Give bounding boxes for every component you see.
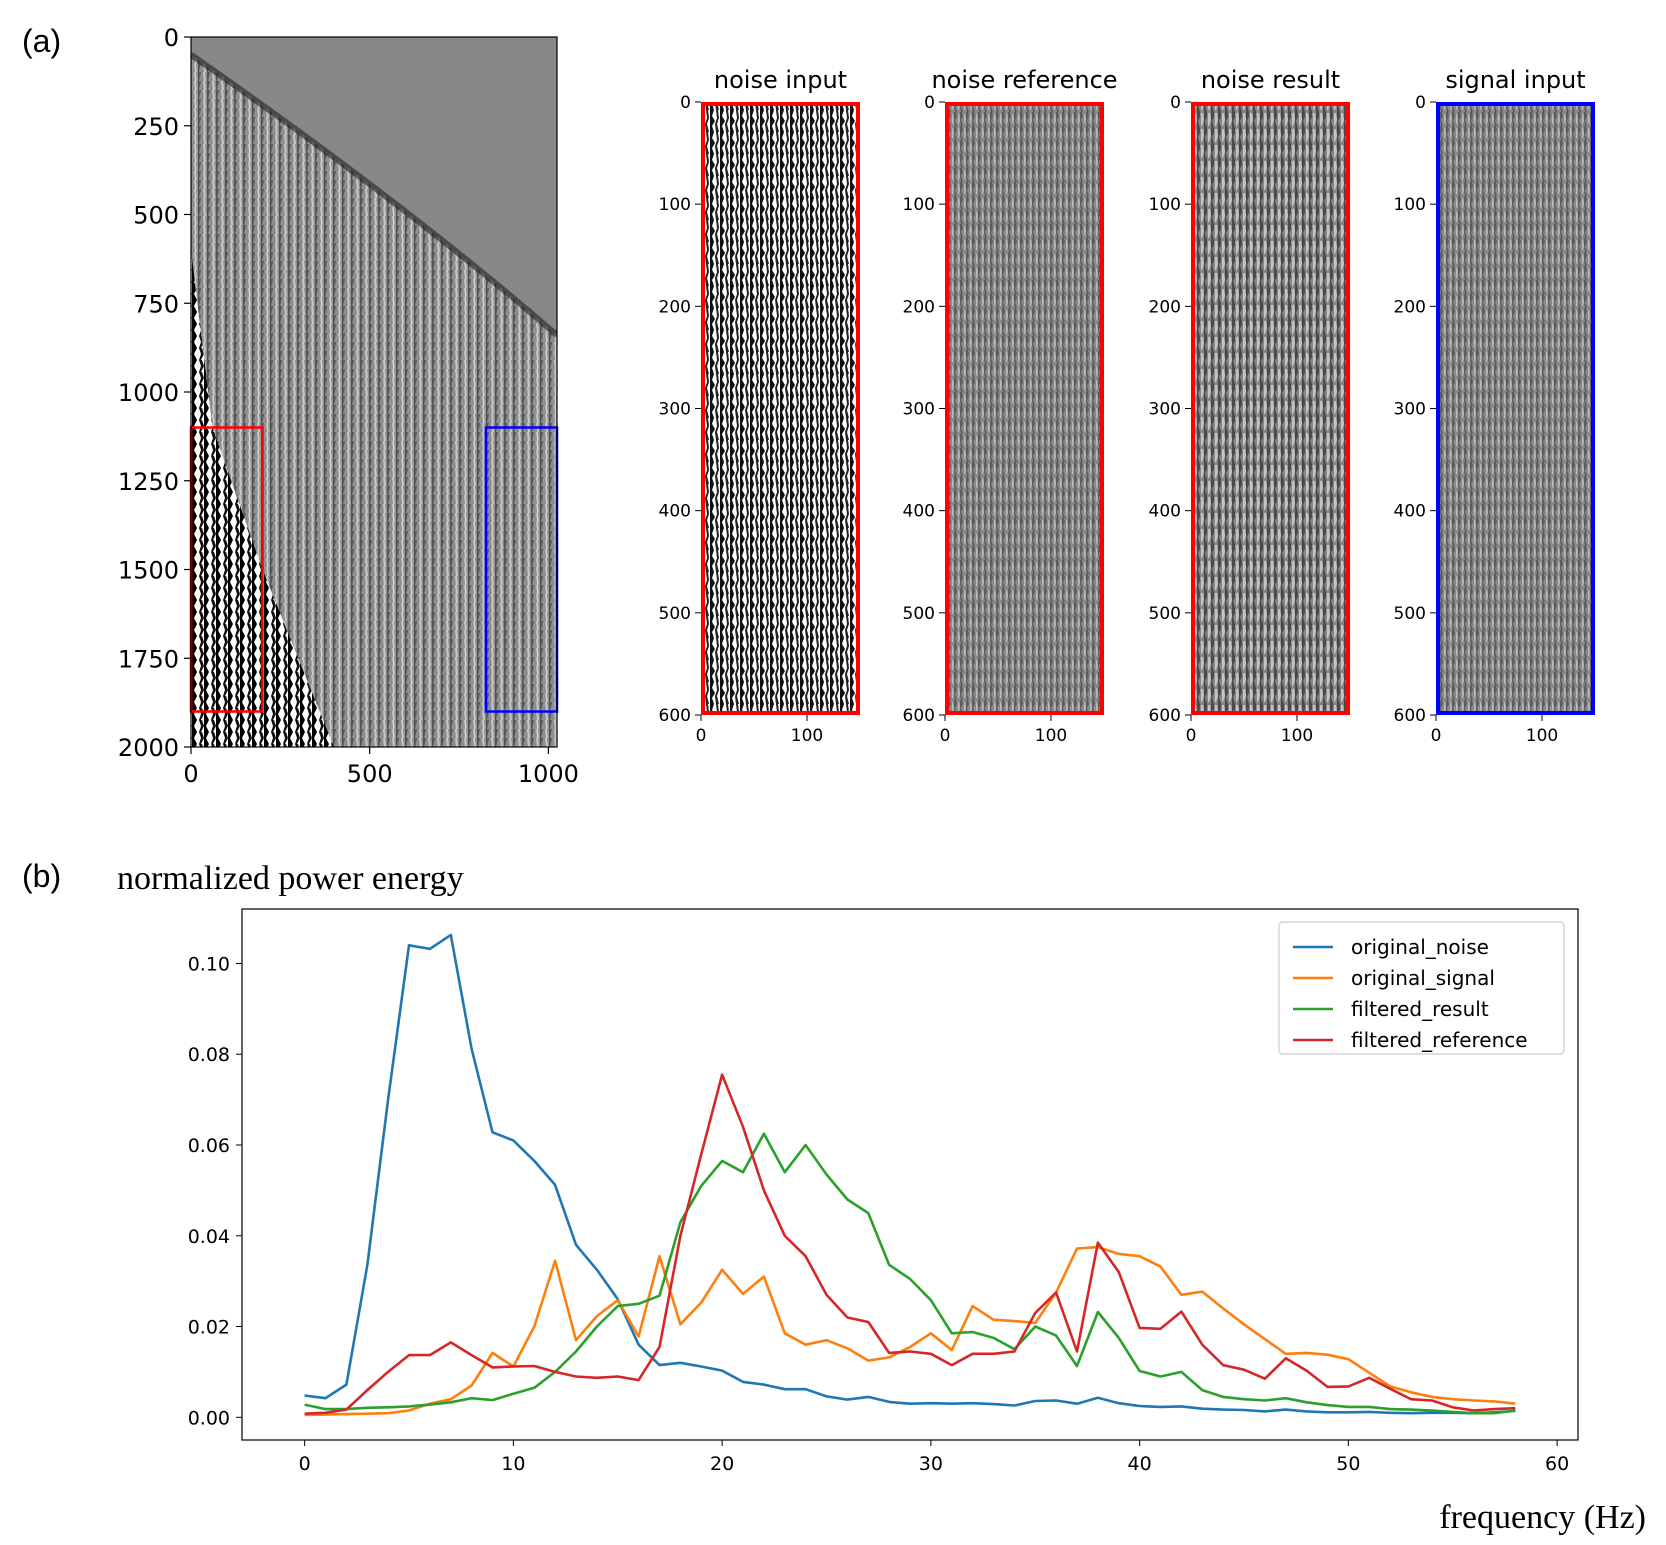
panel-y-tick-label: 600: [659, 706, 691, 726]
panel-x-tick-label: 0: [940, 726, 951, 746]
legend-label-original_noise: original_noise: [1351, 935, 1489, 959]
panel-label-b: (b): [22, 858, 61, 894]
series-line-filtered_result: [304, 1132, 1516, 1415]
panel-y-tick-label: 600: [1394, 706, 1426, 726]
panel-y-tick-label: 500: [659, 604, 691, 624]
series-line-original_noise: [304, 933, 1516, 1415]
panel-image: [1436, 102, 1595, 715]
panel-frame: [1191, 102, 1350, 715]
series-line-original_signal: [304, 1245, 1516, 1417]
gather-y-tick-label: 1250: [118, 468, 179, 496]
x-tick-label: 10: [501, 1453, 525, 1475]
legend-label-original_signal: original_signal: [1351, 966, 1495, 990]
panel-y-tick-label: 200: [903, 297, 935, 317]
panel-title: noise input: [714, 66, 847, 94]
gather-y-tick-label: 1500: [118, 557, 179, 585]
x-tick-label: 20: [710, 1453, 734, 1475]
gather-image-overlay: [191, 37, 557, 747]
y-tick-label: 0.08: [188, 1044, 230, 1066]
panel-y-tick-label: 0: [1170, 93, 1181, 113]
legend-label-filtered_result: filtered_result: [1351, 997, 1489, 1021]
panel-y-tick-label: 300: [903, 400, 935, 420]
y-tick-label: 0.10: [188, 953, 230, 975]
x-axis-label: frequency (Hz): [1439, 1499, 1646, 1536]
panel-y-tick-label: 200: [1394, 297, 1426, 317]
gather-y-tick-label: 2000: [118, 734, 179, 762]
power-spectrum-chart: 0.00 0.02 0.04 0.06 0.08 0.10 0 10 20 30 40 50 60 nor…: [117, 860, 1646, 1536]
panel-y-tick-label: 600: [1149, 706, 1181, 726]
panel-y-tick-label: 400: [1394, 502, 1426, 522]
gather-y-tick-label: 500: [133, 202, 179, 230]
gather-x-tick-label: 0: [183, 760, 198, 788]
panel-y-tick-label: 300: [659, 400, 691, 420]
panel-y-tick-label: 200: [659, 297, 691, 317]
panel-frame: [701, 102, 860, 715]
panel-y-tick-label: 600: [903, 706, 935, 726]
series-line-filtered_reference: [304, 1073, 1516, 1415]
panel-y-tick-label: 100: [1149, 195, 1181, 215]
panel-y-tick-label: 300: [1149, 400, 1181, 420]
gather-ground-roll: [191, 250, 334, 747]
panel-title: noise reference: [931, 66, 1117, 94]
y-tick-label: 0.00: [188, 1407, 230, 1429]
gather-first-break: [191, 52, 557, 338]
panel-x-tick-label: 100: [1281, 726, 1313, 746]
panel-label-a: (a): [22, 23, 61, 59]
panel-x-tick-label: 0: [696, 726, 707, 746]
panel-image: [701, 102, 860, 715]
panel-y-tick-label: 400: [1149, 502, 1181, 522]
panel-y-tick-label: 300: [1394, 400, 1426, 420]
y-tick-label: 0.04: [188, 1226, 230, 1248]
panel-y-tick-label: 100: [659, 195, 691, 215]
panel-y-tick-label: 0: [924, 93, 935, 113]
x-tick-label: 40: [1128, 1453, 1152, 1475]
panel-title: signal input: [1445, 66, 1585, 94]
panel-x-tick-label: 100: [791, 726, 823, 746]
gather-y-tick-label: 750: [133, 290, 179, 318]
gather-y-tick-label: 0: [164, 24, 179, 52]
gather-x-tick-label: 500: [347, 760, 393, 788]
panel-x-tick-label: 100: [1526, 726, 1558, 746]
gather-y-tick-label: 1750: [118, 645, 179, 673]
panel-y-tick-label: 0: [680, 93, 691, 113]
y-tick-label: 0.06: [188, 1135, 230, 1157]
x-tick-label: 50: [1336, 1453, 1360, 1475]
panel-y-tick-label: 500: [1149, 604, 1181, 624]
panel-y-tick-label: 400: [659, 502, 691, 522]
x-tick-label: 60: [1545, 1453, 1569, 1475]
panel-y-tick-label: 100: [1394, 195, 1426, 215]
x-tick-label: 30: [919, 1453, 943, 1475]
panel-frame: [945, 102, 1104, 715]
panel-x-tick-label: 0: [1186, 726, 1197, 746]
panel-y-tick-label: 0: [1415, 93, 1426, 113]
y-tick-label: 0.02: [188, 1317, 230, 1339]
legend-box: [1278, 921, 1565, 1055]
panel-x-tick-label: 100: [1035, 726, 1067, 746]
panel-y-tick-label: 100: [903, 195, 935, 215]
gather-y-tick-label: 1000: [118, 379, 179, 407]
panel-y-tick-label: 200: [1149, 297, 1181, 317]
panel-y-tick-label: 500: [1394, 604, 1426, 624]
panel-image: [1191, 102, 1350, 715]
panel-x-tick-label: 0: [1431, 726, 1442, 746]
gather-y-tick-label: 250: [133, 113, 179, 141]
x-tick-label: 0: [299, 1453, 311, 1475]
y-axis-label: normalized power energy: [117, 860, 464, 897]
legend-label-filtered_reference: filtered_reference: [1351, 1028, 1528, 1052]
panel-frame: [1436, 102, 1595, 715]
panel-image: [945, 102, 1104, 715]
panel-title: noise result: [1201, 66, 1340, 94]
panel-y-tick-label: 500: [903, 604, 935, 624]
gather-x-tick-label: 1000: [518, 760, 579, 788]
panel-y-tick-label: 400: [903, 502, 935, 522]
